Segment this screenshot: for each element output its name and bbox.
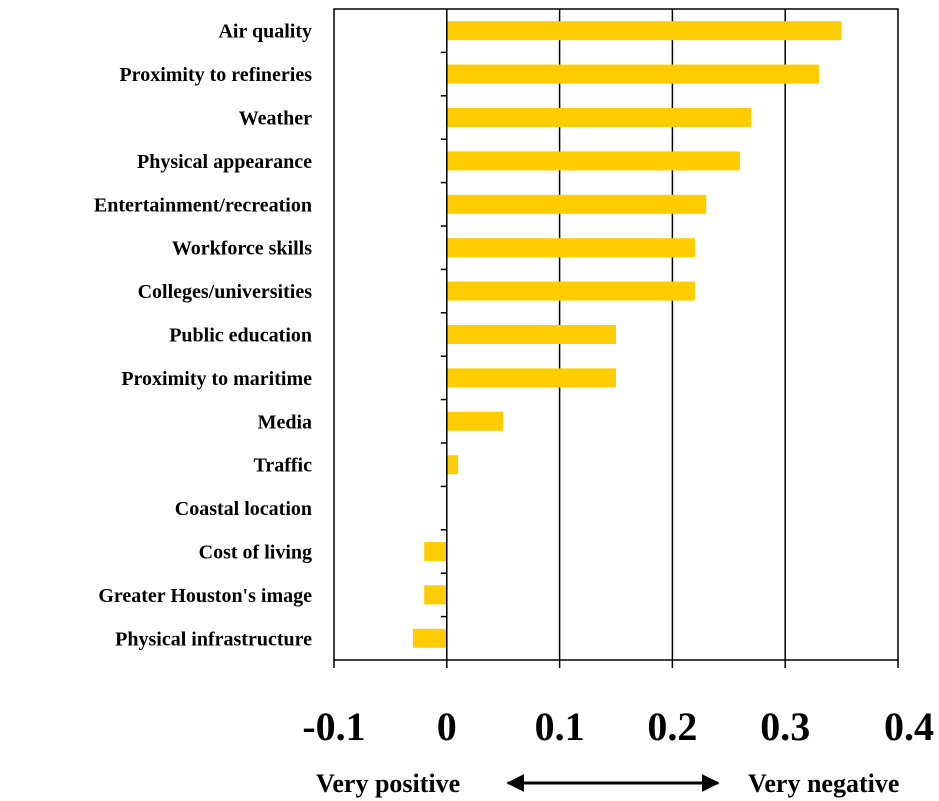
bar <box>446 21 842 41</box>
bars <box>412 21 842 648</box>
bar <box>446 108 752 127</box>
category-label: Colleges/universities <box>138 281 313 303</box>
category-label: Workforce skills <box>172 238 312 260</box>
x-tick-label: -0.1 <box>302 704 365 749</box>
x-tick-label: 0.4 <box>884 704 934 749</box>
bar <box>446 325 616 344</box>
plot-frame <box>333 8 899 661</box>
bar <box>446 194 707 214</box>
category-label: Media <box>258 411 312 433</box>
bar <box>424 585 447 605</box>
bar <box>446 411 504 431</box>
bar <box>446 455 459 475</box>
category-label: Air quality <box>218 21 312 43</box>
category-label: Traffic <box>254 455 313 477</box>
bar <box>446 368 616 388</box>
category-label: Greater Houston's image <box>98 585 312 607</box>
category-labels: Air quality Proximity to refineries Weathe… <box>94 21 312 651</box>
axes <box>333 8 899 668</box>
x-tick-labels: -0.1 0 0.1 0.2 0.3 0.4 <box>302 704 934 749</box>
very-negative-label: Very negative <box>748 769 899 798</box>
category-label: Coastal location <box>175 498 312 520</box>
bar <box>446 281 695 301</box>
bar <box>446 151 741 171</box>
x-tick-label: 0.1 <box>535 704 585 749</box>
bar <box>446 238 695 258</box>
category-label: Physical appearance <box>137 151 312 173</box>
x-tick-label: 0.3 <box>760 704 810 749</box>
x-tick-label: 0 <box>437 704 457 749</box>
category-label: Cost of living <box>199 542 312 564</box>
bar <box>412 628 447 648</box>
direction-annotation: Very positive Very negative <box>316 769 899 798</box>
category-label: Proximity to refineries <box>119 64 312 86</box>
very-positive-label: Very positive <box>316 769 460 798</box>
bar <box>446 64 820 84</box>
x-tick-label: 0.2 <box>647 704 697 749</box>
bar <box>424 542 447 561</box>
category-label: Physical infrastructure <box>115 628 312 650</box>
category-label: Entertainment/recreation <box>94 194 312 216</box>
category-label: Public education <box>169 325 312 347</box>
category-label: Proximity to maritime <box>121 368 312 390</box>
category-label: Weather <box>239 108 312 130</box>
